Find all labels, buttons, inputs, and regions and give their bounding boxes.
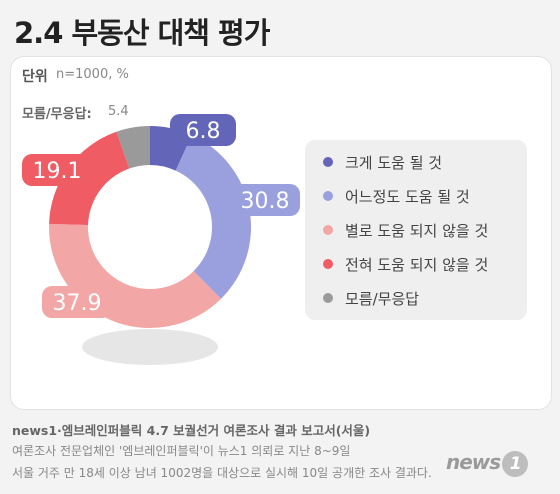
page-title: 2.4 부동산 대책 평가 xyxy=(14,16,270,50)
donut-slice xyxy=(116,126,150,169)
legend-swatch xyxy=(323,157,333,167)
source-line: news1·엠브레인퍼블릭 4.7 보궐선거 여론조사 결과 보고서(서울) xyxy=(12,423,371,438)
logo-text: news xyxy=(446,450,501,474)
logo-badge: 1 xyxy=(502,451,529,477)
legend-label: 어느정도 도움 될 것 xyxy=(345,187,470,206)
donut-slice xyxy=(175,135,252,299)
value-label-bg xyxy=(230,184,300,216)
value-label-text: 19.1 xyxy=(33,159,82,184)
value-label-text: 6.8 xyxy=(186,119,221,144)
value-label: 30.8 xyxy=(230,184,300,216)
no-answer-label: 모름/무응답: xyxy=(22,107,92,122)
legend-item-great-help: 크게 도움 될 것 xyxy=(323,150,442,174)
unit-label: 단위 xyxy=(22,69,48,85)
donut-shadow xyxy=(82,329,218,365)
legend-swatch xyxy=(323,225,333,235)
legend-label: 크게 도움 될 것 xyxy=(345,153,443,172)
value-label-text: 37.9 xyxy=(53,291,102,316)
methodology-line-1: 여론조사 전문업체인 '엠브레인퍼블릭'이 뉴스1 의뢰로 지난 8~9일 xyxy=(12,444,351,458)
donut-hole xyxy=(89,166,211,288)
legend-label: 모름/무응답 xyxy=(345,289,420,308)
legend-item-no-help: 전혀 도움 되지 않을 것 xyxy=(323,252,488,276)
value-label-bg xyxy=(42,286,112,318)
value-label-bg xyxy=(170,114,236,146)
news1-logo: news 1 xyxy=(446,450,529,477)
value-label: 37.9 xyxy=(42,286,112,318)
legend-swatch xyxy=(323,293,333,303)
value-label: 6.8 xyxy=(170,114,236,146)
legend-item-no-answer: 모름/무응답 xyxy=(323,286,419,310)
legend-swatch xyxy=(323,191,333,201)
value-label-text: 30.8 xyxy=(241,189,290,214)
legend-swatch xyxy=(323,259,333,269)
no-answer-value: 5.4 xyxy=(108,104,129,119)
value-label-bg xyxy=(22,154,92,186)
legend-label: 전혀 도움 되지 않을 것 xyxy=(345,255,489,274)
value-label: 19.1 xyxy=(22,154,92,186)
legend-label: 별로 도움 되지 않을 것 xyxy=(345,221,489,240)
legend-item-some-help: 어느정도 도움 될 것 xyxy=(323,184,470,208)
unit-value: n=1000, % xyxy=(56,67,129,82)
legend-item-little-help: 별로 도움 되지 않을 것 xyxy=(323,218,488,242)
legend: 크게 도움 될 것 어느정도 도움 될 것 별로 도움 되지 않을 것 전혀 도… xyxy=(305,140,527,320)
methodology-line-2: 서울 거주 만 18세 이상 남녀 1002명을 대상으로 실시해 10일 공개… xyxy=(12,466,432,480)
